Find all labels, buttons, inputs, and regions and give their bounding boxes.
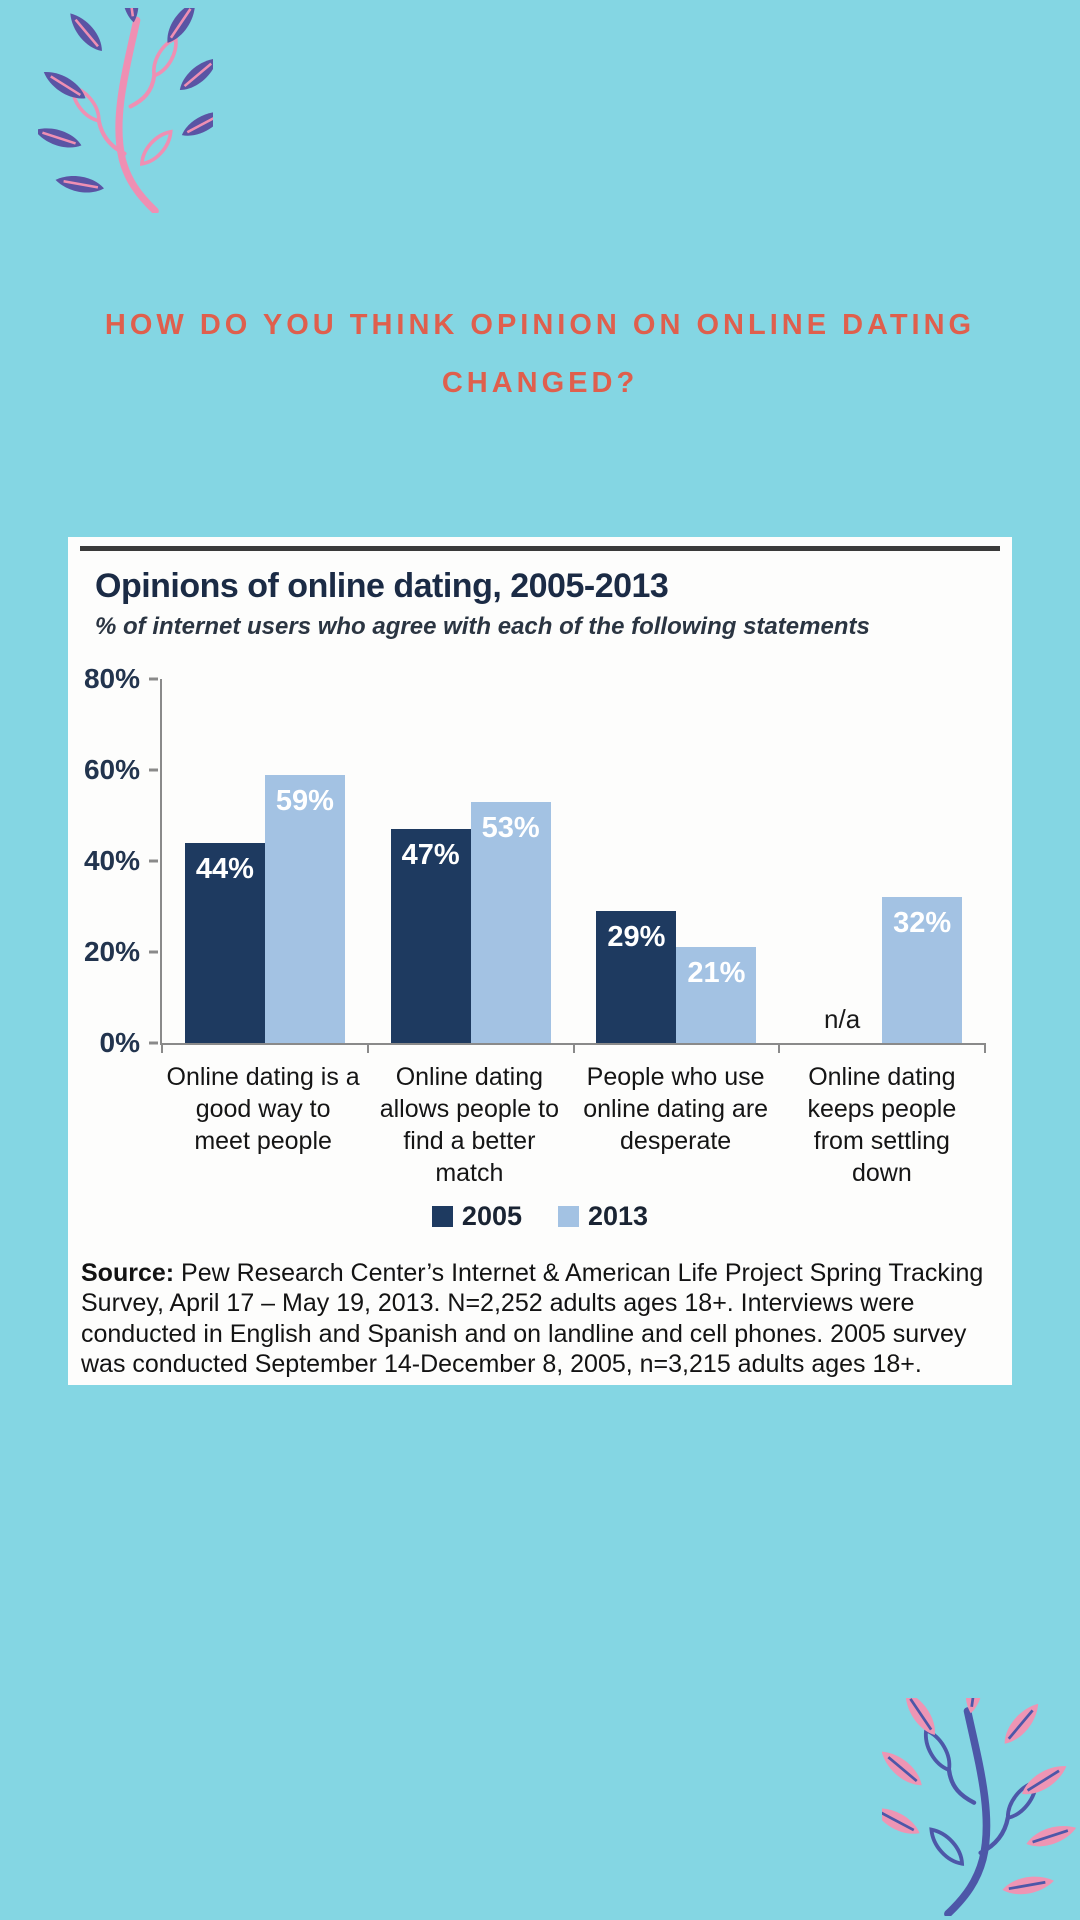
bar-2005: 44% bbox=[184, 842, 265, 1043]
plot-area: 0% 20% 40% 60% 80% 44% 59% 47% 53% 29% 21% n/a 32% bbox=[84, 665, 986, 1057]
x-axis-tick bbox=[161, 1043, 163, 1053]
y-axis-label: 20% bbox=[83, 936, 140, 967]
y-axis-label: 40% bbox=[83, 845, 140, 876]
x-axis-tick bbox=[572, 1043, 575, 1053]
bar-2013: 21% bbox=[676, 947, 757, 1043]
category-label: Online dating allows people to find a be… bbox=[379, 1063, 560, 1187]
y-axis-label: 80% bbox=[83, 663, 140, 694]
legend-label-2005: 2005 bbox=[461, 1201, 522, 1231]
bar-value: 21% bbox=[687, 957, 746, 990]
legend-swatch-2013 bbox=[558, 1206, 579, 1227]
legend-item-2005: 2005 bbox=[431, 1201, 522, 1232]
page-title: HOW DO YOU THINK OPINION ON ONLINE DATIN… bbox=[0, 296, 1080, 412]
bar-2013: 53% bbox=[470, 801, 551, 1043]
y-axis-tick bbox=[149, 677, 158, 681]
bar-value: 59% bbox=[275, 784, 334, 817]
y-axis-tick bbox=[149, 768, 158, 772]
page-title-line-2: CHANGED? bbox=[441, 367, 639, 399]
source-text: Pew Research Center’s Internet & America… bbox=[81, 1259, 984, 1378]
bar-2005: 47% bbox=[390, 829, 471, 1043]
chart-legend: 2005 2013 bbox=[68, 1201, 1012, 1232]
bar-value: 44% bbox=[195, 852, 254, 885]
legend-label-2013: 2013 bbox=[588, 1201, 649, 1231]
bar-group: 44% 59% bbox=[162, 679, 368, 1043]
source-note: Source: Pew Research Center’s Internet &… bbox=[81, 1258, 1001, 1379]
category-axis: Online dating is a good way to meet peop… bbox=[160, 1061, 985, 1189]
category-label: Online dating is a good way to meet peop… bbox=[166, 1063, 360, 1155]
bar-group: 47% 53% bbox=[368, 679, 574, 1043]
bar-2005: 29% bbox=[596, 911, 677, 1043]
legend-item-2013: 2013 bbox=[558, 1201, 648, 1232]
bar-value: 29% bbox=[607, 921, 666, 954]
bar-value: 32% bbox=[893, 907, 952, 940]
x-axis-tick bbox=[778, 1043, 781, 1053]
y-axis-label: 60% bbox=[83, 754, 140, 785]
card-top-rule bbox=[80, 546, 1000, 551]
bar-2013: 59% bbox=[264, 774, 345, 1043]
y-axis-label: 0% bbox=[99, 1027, 140, 1058]
chart-title: Opinions of online dating, 2005-2013 bbox=[95, 567, 669, 605]
x-axis-tick bbox=[366, 1043, 369, 1053]
chart-card: Opinions of online dating, 2005-2013 % o… bbox=[68, 537, 1012, 1385]
bar-group: n/a 32% bbox=[779, 679, 985, 1043]
bar-value: 47% bbox=[401, 839, 460, 872]
na-label: n/a bbox=[824, 1004, 861, 1034]
page-title-line-1: HOW DO YOU THINK OPINION ON ONLINE DATIN… bbox=[104, 309, 976, 341]
y-axis-tick bbox=[149, 950, 158, 954]
y-axis-tick bbox=[149, 859, 158, 863]
legend-swatch-2005 bbox=[431, 1206, 453, 1227]
leaf-branch-icon-bottom-right bbox=[882, 1698, 1077, 1916]
y-axis-tick bbox=[149, 1041, 158, 1045]
leaf-branch-icon-top-left bbox=[38, 8, 213, 213]
bar-missing: n/a bbox=[802, 679, 882, 1043]
bar-value: 53% bbox=[481, 811, 540, 844]
category-label: Online dating keeps people from settling… bbox=[807, 1063, 957, 1187]
x-axis-tick bbox=[984, 1043, 986, 1053]
bar-group: 29% 21% bbox=[574, 679, 780, 1043]
category-label: People who use online dating are despera… bbox=[583, 1063, 769, 1155]
chart-subtitle: % of internet users who agree with each … bbox=[95, 613, 870, 640]
source-label: Source: bbox=[81, 1259, 175, 1287]
bar-2013: 32% bbox=[882, 897, 963, 1043]
